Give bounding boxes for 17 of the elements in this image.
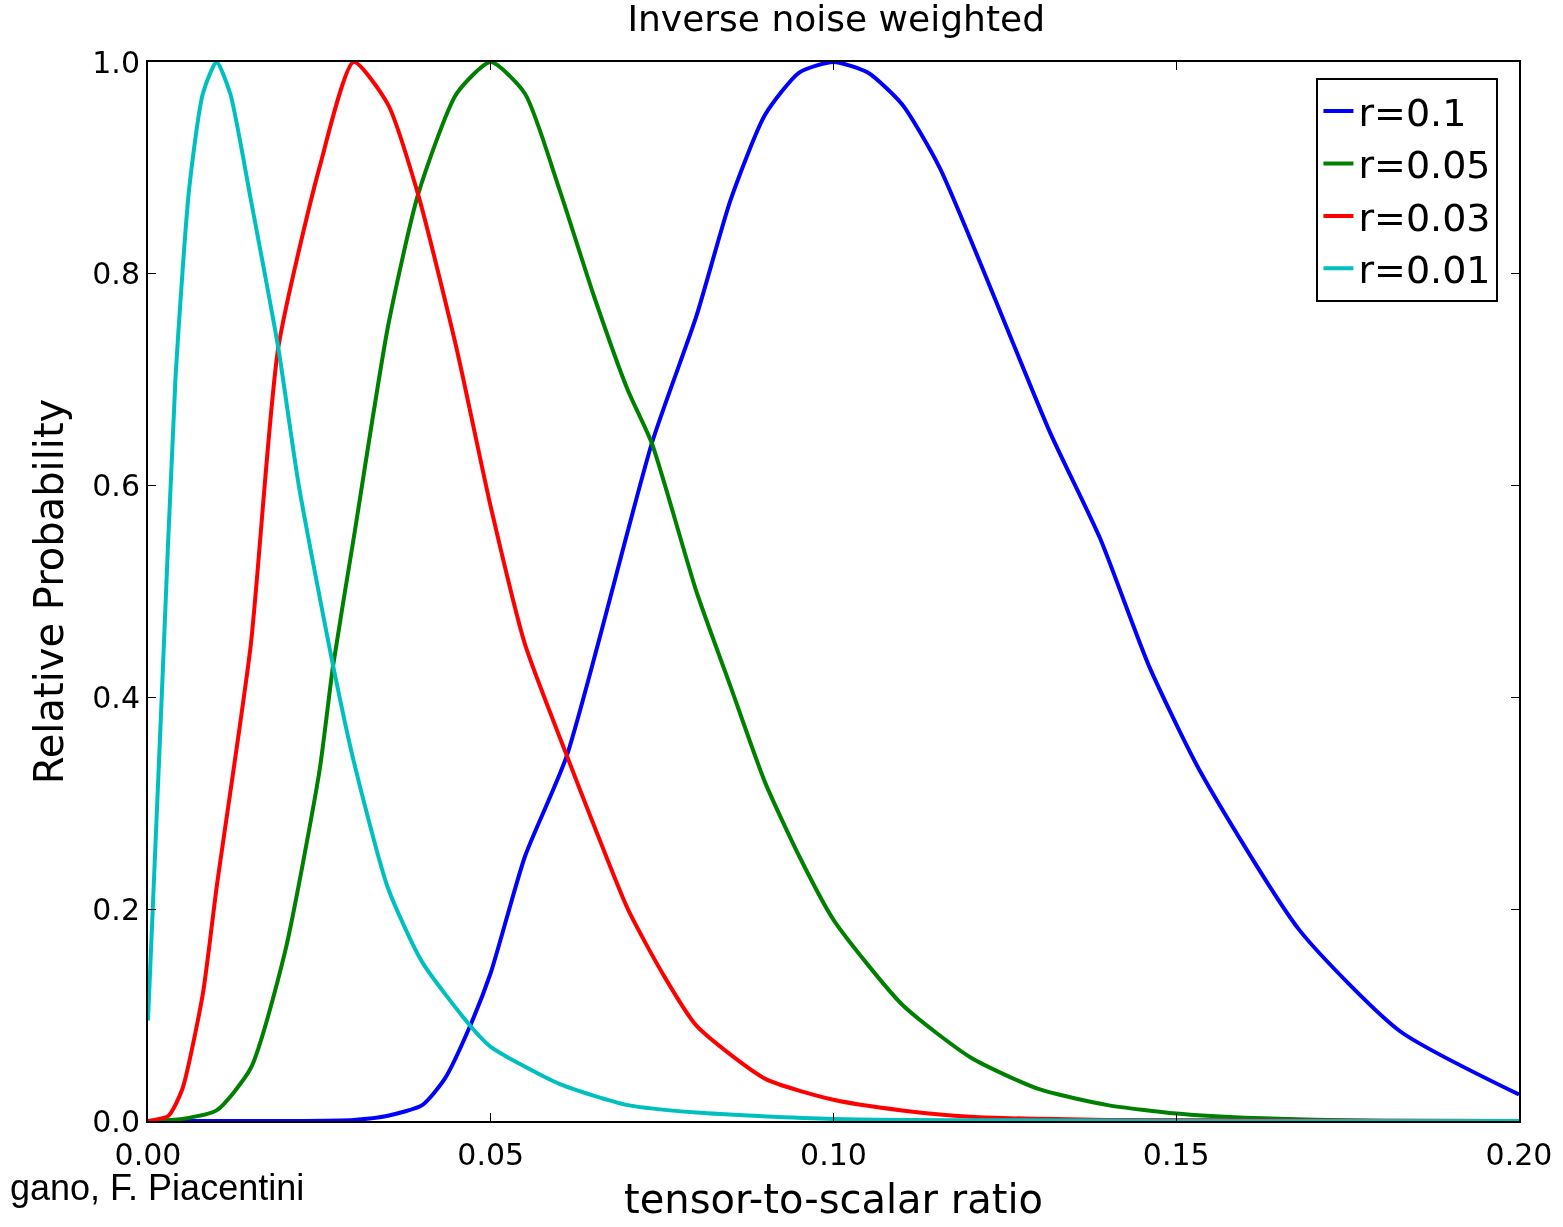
x-axis-title: tensor-to-scalar ratio (624, 1176, 1043, 1222)
legend-label: r=0.01 (1358, 248, 1491, 293)
y-tick-label: 0.8 (92, 256, 140, 292)
y-axis-title: Relative Probability (26, 398, 73, 785)
x-tick-label: 0.20 (1485, 1137, 1553, 1172)
x-tick-label: 0.05 (457, 1137, 525, 1172)
y-tick-label: 0.6 (92, 468, 140, 504)
legend-label: r=0.05 (1358, 143, 1491, 188)
y-tick-label: 0.4 (92, 679, 140, 715)
chart-title: Inverse noise weighted (627, 0, 1046, 40)
y-tick-label: 1.0 (92, 44, 140, 80)
legend-label: r=0.1 (1358, 90, 1467, 135)
y-tick-label: 0.2 (92, 891, 140, 927)
y-tick-label: 0.0 (92, 1103, 140, 1139)
x-tick-label: 0.10 (800, 1137, 867, 1172)
legend-label: r=0.03 (1358, 195, 1491, 240)
x-tick-label: 0.15 (1142, 1137, 1210, 1172)
